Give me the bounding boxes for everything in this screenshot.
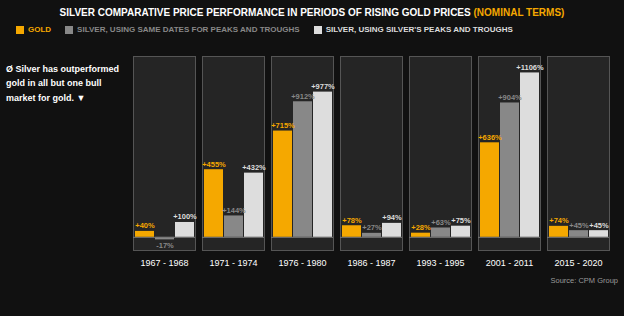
svg-text:+1106%: +1106%: [516, 63, 544, 72]
html-text:GOLD: GOLD: [28, 25, 52, 34]
svg-text:1967 - 1968: 1967 - 1968: [140, 258, 188, 268]
html-text:market for gold. ▼: market for gold. ▼: [6, 92, 86, 103]
svg-text:+715%: +715%: [271, 121, 295, 130]
svg-text:+27%: +27%: [362, 223, 382, 232]
svg-text:2015 - 2020: 2015 - 2020: [554, 258, 602, 268]
svg-text:+977%: +977%: [311, 82, 335, 91]
svg-text:1976 - 1980: 1976 - 1980: [278, 258, 326, 268]
svg-text:1993 - 1995: 1993 - 1995: [416, 258, 464, 268]
svg-text:+432%: +432%: [242, 163, 266, 172]
svg-text:+78%: +78%: [342, 216, 362, 225]
svg-text:+455%: +455%: [202, 160, 226, 169]
svg-text:-17%: -17%: [156, 241, 174, 250]
html-text:Ø Silver has outperformed: Ø Silver has outperformed: [6, 64, 119, 74]
html-text:Source: CPM Group: Source: CPM Group: [550, 276, 618, 285]
svg-text:+28%: +28%: [411, 223, 431, 232]
svg-text:+74%: +74%: [549, 216, 569, 225]
svg-text:+40%: +40%: [135, 221, 155, 230]
html-text:SILVER, USING SAME DATES FOR P: SILVER, USING SAME DATES FOR PEAKS AND T…: [77, 25, 300, 34]
svg-text:2001 - 2011: 2001 - 2011: [486, 258, 533, 268]
svg-text:+904%: +904%: [498, 93, 522, 102]
svg-text:+144%: +144%: [222, 206, 246, 215]
svg-text:1971 - 1974: 1971 - 1974: [209, 258, 257, 268]
html-text:SILVER COMPARATIVE PRICE PERFO: SILVER COMPARATIVE PRICE PERFORMANCE IN …: [59, 7, 565, 18]
html-text:gold in all but one bull: gold in all but one bull: [6, 78, 102, 89]
svg-text:+94%: +94%: [382, 213, 402, 222]
svg-text:+100%: +100%: [173, 212, 197, 221]
svg-text:+636%: +636%: [478, 133, 502, 142]
svg-text:+75%: +75%: [451, 216, 471, 225]
svg-text:+45%: +45%: [589, 221, 609, 230]
svg-text:+45%: +45%: [569, 221, 589, 230]
svg-text:+912%: +912%: [291, 92, 315, 101]
svg-text:1986 - 1987: 1986 - 1987: [347, 258, 395, 268]
html-text:SILVER, USING SILVER'S PEAKS A: SILVER, USING SILVER'S PEAKS AND TROUGHS: [325, 25, 513, 34]
svg-text:+63%: +63%: [431, 218, 451, 227]
